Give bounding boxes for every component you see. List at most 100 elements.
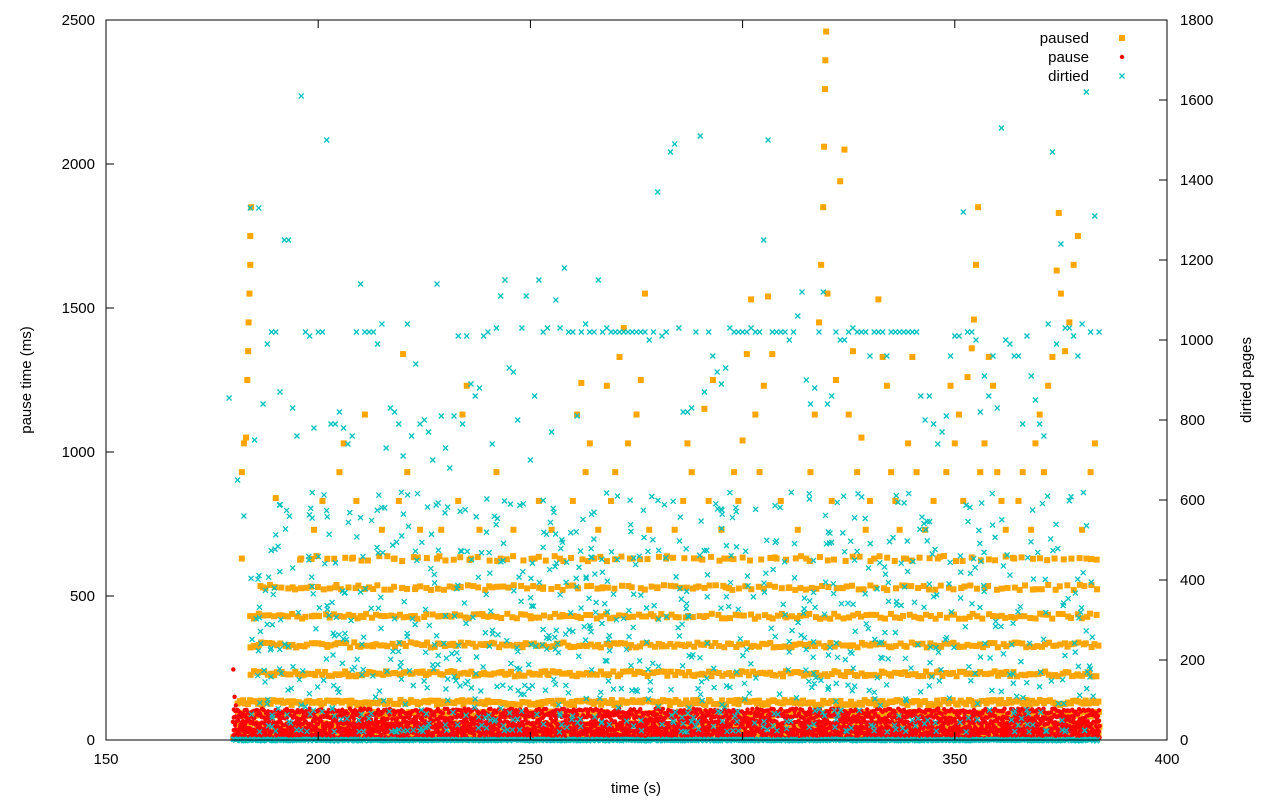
data-point-paused bbox=[941, 640, 948, 647]
data-point-paused bbox=[374, 700, 381, 707]
data-point-paused bbox=[729, 586, 736, 593]
data-point-paused bbox=[604, 584, 611, 591]
data-point-paused bbox=[280, 670, 287, 677]
data-point-paused bbox=[504, 610, 511, 617]
data-point-paused bbox=[555, 669, 562, 676]
data-point-paused bbox=[806, 611, 813, 618]
data-point-paused bbox=[1045, 671, 1052, 678]
data-point-paused bbox=[266, 582, 273, 589]
data-point-paused bbox=[915, 585, 922, 592]
data-point-paused bbox=[446, 583, 453, 590]
data-point-paused bbox=[792, 555, 799, 562]
data-point-paused bbox=[864, 671, 871, 678]
data-point-paused bbox=[366, 642, 373, 649]
data-point-paused bbox=[1032, 615, 1039, 622]
data-point-paused bbox=[995, 672, 1002, 679]
data-point-paused bbox=[763, 670, 770, 677]
data-point-paused bbox=[475, 584, 482, 591]
data-point-paused bbox=[915, 673, 922, 680]
data-point-paused bbox=[463, 382, 470, 389]
data-point-paused bbox=[824, 557, 831, 564]
data-point-pause bbox=[595, 707, 600, 713]
data-point-paused bbox=[936, 611, 943, 618]
data-point-pause bbox=[650, 712, 656, 717]
data-point-pause bbox=[459, 713, 465, 718]
data-point-paused bbox=[797, 553, 804, 560]
data-point-paused bbox=[992, 557, 999, 564]
data-point-paused bbox=[530, 583, 537, 590]
data-point-paused bbox=[618, 553, 625, 560]
data-point-paused bbox=[932, 701, 939, 708]
data-point-paused bbox=[314, 583, 321, 590]
data-point-paused bbox=[568, 720, 575, 727]
data-point-paused bbox=[507, 668, 514, 675]
data-point-paused bbox=[637, 377, 644, 383]
data-point-paused bbox=[858, 670, 865, 677]
data-point-pause bbox=[490, 729, 496, 734]
data-point-paused bbox=[524, 585, 531, 592]
data-point-pause bbox=[748, 710, 754, 716]
data-point-paused bbox=[440, 586, 447, 593]
data-point-paused bbox=[951, 440, 958, 447]
data-point-paused bbox=[384, 553, 391, 560]
data-point-paused bbox=[1044, 557, 1051, 564]
data-point-pause bbox=[1063, 718, 1068, 723]
data-point-paused bbox=[1065, 669, 1072, 676]
data-point-paused bbox=[1008, 699, 1015, 706]
data-point-pause bbox=[563, 718, 568, 723]
data-point-paused bbox=[465, 731, 472, 738]
data-point-paused bbox=[1049, 353, 1056, 360]
data-point-pause bbox=[588, 719, 594, 724]
data-point-paused bbox=[821, 86, 828, 93]
data-point-paused bbox=[825, 584, 832, 591]
data-point-paused bbox=[725, 585, 732, 592]
data-point-paused bbox=[440, 698, 447, 705]
data-point-paused bbox=[247, 644, 254, 651]
data-point-paused bbox=[860, 586, 867, 593]
data-point-paused bbox=[461, 642, 468, 649]
data-point-paused bbox=[991, 668, 998, 675]
data-point-paused bbox=[665, 698, 672, 705]
data-point-paused bbox=[1081, 582, 1088, 589]
data-point-paused bbox=[780, 700, 787, 707]
data-point-paused bbox=[819, 582, 826, 589]
data-point-paused bbox=[1018, 671, 1025, 678]
data-point-paused bbox=[847, 698, 854, 705]
data-point-paused bbox=[891, 669, 898, 676]
data-point-paused bbox=[588, 582, 595, 589]
data-point-paused bbox=[985, 556, 992, 563]
data-point-paused bbox=[892, 497, 899, 504]
data-point-paused bbox=[715, 611, 722, 618]
data-point-paused bbox=[518, 672, 525, 679]
data-point-paused bbox=[1057, 641, 1064, 648]
data-point-paused bbox=[545, 698, 552, 705]
data-point-paused bbox=[892, 614, 899, 621]
data-point-paused bbox=[875, 296, 882, 303]
data-point-paused bbox=[1091, 440, 1098, 447]
data-point-paused bbox=[548, 585, 555, 592]
data-point-paused bbox=[462, 614, 469, 621]
data-point-paused bbox=[1075, 639, 1082, 646]
data-point-paused bbox=[831, 556, 838, 563]
data-point-paused bbox=[470, 611, 477, 618]
data-point-paused bbox=[731, 700, 738, 707]
data-point-paused bbox=[577, 698, 584, 705]
data-point-paused bbox=[786, 584, 793, 591]
data-point-pause bbox=[778, 706, 784, 712]
data-point-paused bbox=[273, 669, 280, 676]
data-point-paused bbox=[997, 697, 1004, 704]
data-point-paused bbox=[644, 672, 651, 679]
data-point-paused bbox=[719, 672, 726, 679]
data-point-paused bbox=[1030, 644, 1037, 651]
data-point-paused bbox=[503, 556, 510, 563]
data-point-paused bbox=[328, 672, 335, 679]
data-point-paused bbox=[831, 668, 838, 675]
data-point-paused bbox=[742, 583, 749, 590]
data-point-paused bbox=[1016, 586, 1023, 593]
data-point-paused bbox=[843, 668, 850, 675]
data-point-paused bbox=[355, 671, 362, 678]
data-point-paused bbox=[595, 698, 602, 705]
data-point-paused bbox=[260, 584, 267, 591]
data-point-paused bbox=[660, 582, 667, 589]
data-point-paused bbox=[954, 701, 961, 708]
